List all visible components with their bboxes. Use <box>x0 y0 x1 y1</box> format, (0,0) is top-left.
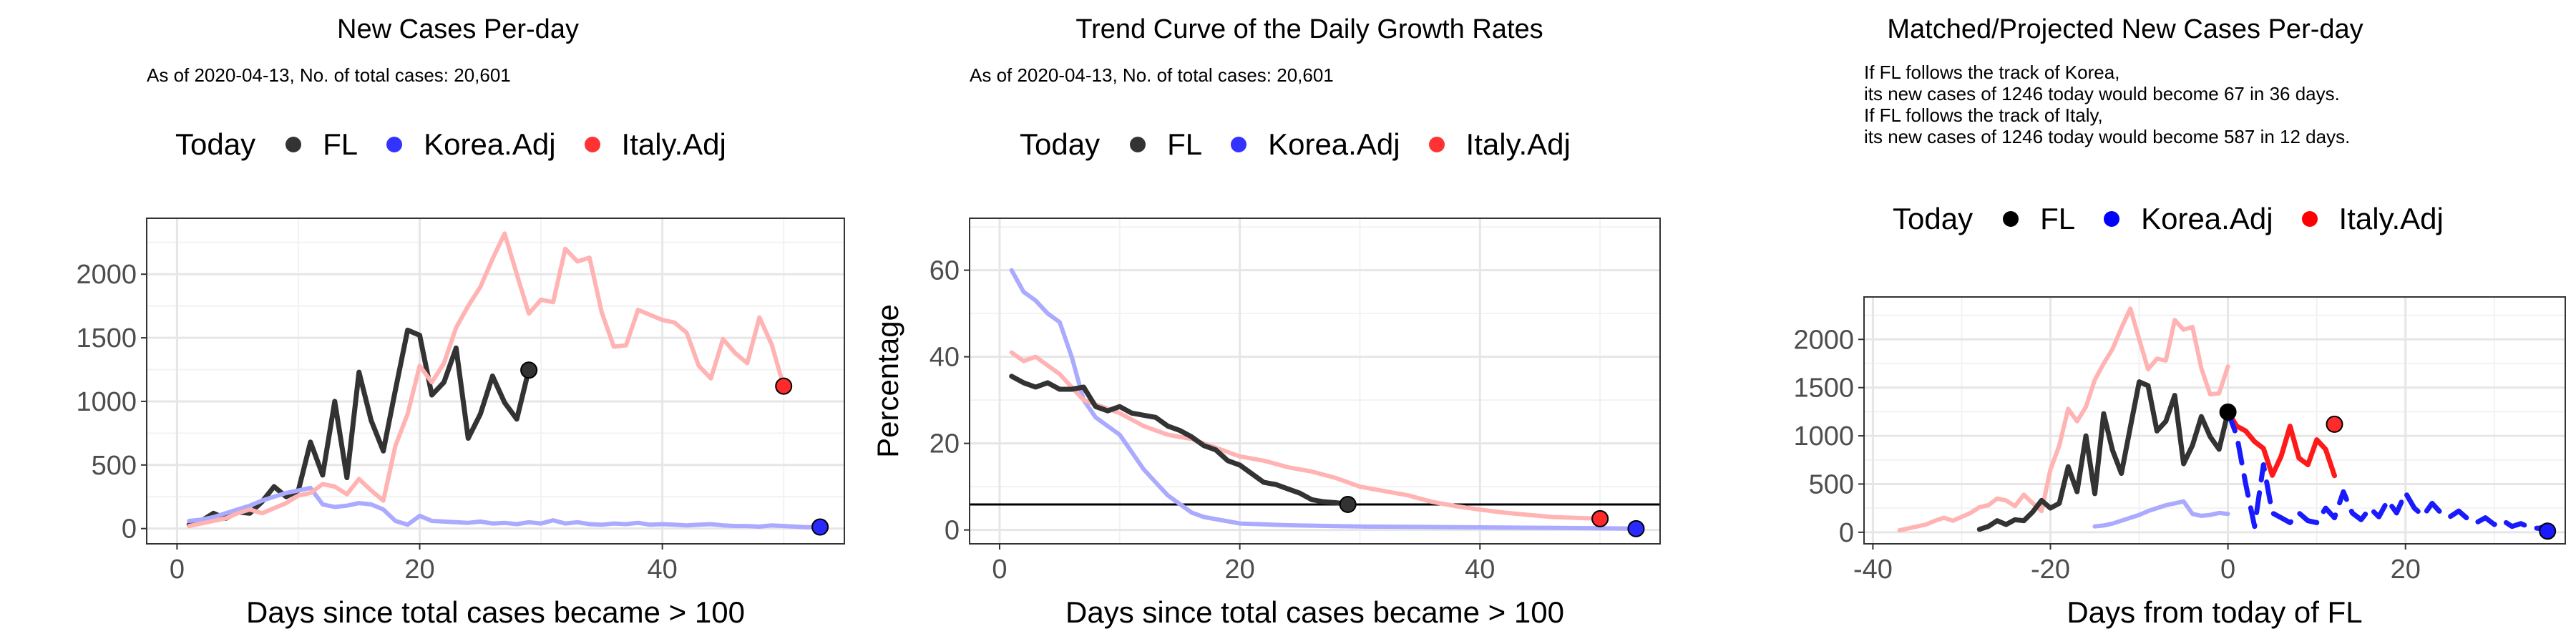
series-line <box>1897 306 2230 533</box>
chart-subtitle: If FL follows the track of Korea, its ne… <box>1864 62 2351 147</box>
x-tick-label: 0 <box>2220 555 2235 585</box>
y-tick-label: 0 <box>945 516 960 546</box>
y-tick-label: 0 <box>122 514 137 545</box>
y-tick-label: 1000 <box>76 387 137 417</box>
x-tick-label: -40 <box>1853 555 1893 585</box>
legend-dot-icon <box>584 137 600 152</box>
series-line <box>1009 268 1639 531</box>
x-tick-label: 40 <box>1465 555 1495 585</box>
legend-dot-icon <box>386 137 403 152</box>
today-marker <box>1339 495 1357 513</box>
plot-border <box>969 218 1661 545</box>
x-tick-label: 0 <box>992 555 1007 585</box>
legend-item-fl: FL <box>286 127 358 162</box>
legend-label: Korea.Adj <box>424 127 556 161</box>
legend-label: Korea.Adj <box>2141 202 2273 235</box>
today-marker <box>2326 415 2343 433</box>
chart-title: Matched/Projected New Cases Per-day <box>1887 14 2363 44</box>
legend: Today FL Korea.Adj Italy.Adj <box>175 127 755 162</box>
y-tick-label: 500 <box>1809 469 1854 499</box>
y-tick-label: 2000 <box>76 260 137 290</box>
legend-item-italy: Italy.Adj <box>1428 127 1571 162</box>
chart-title: Trend Curve of the Daily Growth Rates <box>1075 14 1543 44</box>
legend-title: Today <box>1893 202 1974 235</box>
legend-label: FL <box>2040 202 2076 235</box>
plot-border <box>146 218 845 545</box>
y-tick-label: 40 <box>930 343 960 373</box>
series-line <box>1976 379 2231 532</box>
legend-dot-icon <box>286 137 302 152</box>
chart-subtitle: As of 2020-04-13, No. of total cases: 20… <box>970 64 1334 86</box>
legend-label: FL <box>1167 127 1203 161</box>
x-tick-label: 0 <box>170 555 185 585</box>
series-line <box>2225 409 2550 531</box>
legend-title: Today <box>175 127 256 161</box>
chart-title: New Cases Per-day <box>337 14 579 44</box>
chart-new-cases: 0 20 40 0 500 1000 1500 2000 Days since total ca… <box>76 218 845 629</box>
legend: Today FL Korea.Adj Italy.Adj <box>1893 202 2472 236</box>
today-marker <box>1591 509 1609 527</box>
y-tick-label: 1000 <box>1793 421 1854 452</box>
legend-label: Italy.Adj <box>1465 127 1571 161</box>
today-marker <box>775 377 793 395</box>
legend-item-italy: Italy.Adj <box>584 127 726 162</box>
y-tick-label: 1500 <box>76 323 137 353</box>
y-tick-label: 500 <box>92 451 137 481</box>
series-line <box>1009 350 1603 521</box>
legend-title: Today <box>1020 127 1101 161</box>
panel-new-cases: New Cases Per-day As of 2020-04-13, No. … <box>0 0 859 644</box>
legend-label: Italy.Adj <box>621 127 726 161</box>
legend-item-italy: Italy.Adj <box>2301 202 2444 236</box>
today-marker <box>2219 403 2237 421</box>
series-line <box>187 485 823 530</box>
legend-dot-icon <box>2003 211 2019 227</box>
y-tick-label: 0 <box>1839 518 1854 548</box>
plot-border <box>1863 296 2566 545</box>
legend: Today FL Korea.Adj Italy.Adj <box>1020 127 1599 162</box>
x-tick-label: 20 <box>2391 555 2421 585</box>
series-line <box>1009 374 1351 507</box>
y-tick-label: 60 <box>930 256 960 286</box>
panel-growth-rates: Trend Curve of the Daily Growth Rates As… <box>859 0 1717 644</box>
today-marker <box>520 361 538 379</box>
chart-growth-rates: 0 20 40 0 20 40 60 Days since total cases becam… <box>871 218 1661 629</box>
chart-subtitle: As of 2020-04-13, No. of total cases: 20… <box>147 64 511 86</box>
x-tick-label: -20 <box>2031 555 2070 585</box>
x-tick-label: 20 <box>1224 555 1254 585</box>
legend-item-korea: Korea.Adj <box>386 127 556 162</box>
legend-dot-icon <box>1231 137 1247 152</box>
today-marker <box>811 518 829 536</box>
legend-label: Korea.Adj <box>1268 127 1400 161</box>
legend-item-fl: FL <box>2003 202 2075 236</box>
x-axis-label: Days from today of FL <box>2067 595 2362 629</box>
legend-item-korea: Korea.Adj <box>1231 127 1400 162</box>
x-tick-label: 40 <box>648 555 678 585</box>
legend-dot-icon <box>1130 137 1146 152</box>
series-line <box>186 327 532 527</box>
x-axis-label: Days since total cases became > 100 <box>1065 595 1564 629</box>
chart-projected: -40 -20 0 20 0 500 1000 1500 2000 Days from today… <box>1793 296 2566 629</box>
y-axis-label: Percentage <box>871 304 904 458</box>
series-line <box>2225 409 2337 479</box>
legend-dot-icon <box>2301 211 2318 227</box>
y-tick-label: 2000 <box>1793 325 1854 355</box>
y-tick-label: 20 <box>930 429 960 459</box>
legend-label: FL <box>323 127 358 161</box>
series-line <box>2092 499 2230 529</box>
legend-dot-icon <box>2104 211 2120 227</box>
today-marker <box>1627 519 1645 537</box>
legend-label: Italy.Adj <box>2338 202 2444 235</box>
panel-projected: Matched/Projected New Cases Per-day If F… <box>1717 0 2576 644</box>
x-tick-label: 20 <box>404 555 434 585</box>
series-line <box>187 231 786 529</box>
legend-item-fl: FL <box>1130 127 1202 162</box>
legend-item-korea: Korea.Adj <box>2104 202 2273 236</box>
y-tick-label: 1500 <box>1793 374 1854 404</box>
legend-dot-icon <box>1428 137 1445 152</box>
x-axis-label: Days since total cases became > 100 <box>246 595 745 629</box>
today-marker <box>2539 522 2557 540</box>
